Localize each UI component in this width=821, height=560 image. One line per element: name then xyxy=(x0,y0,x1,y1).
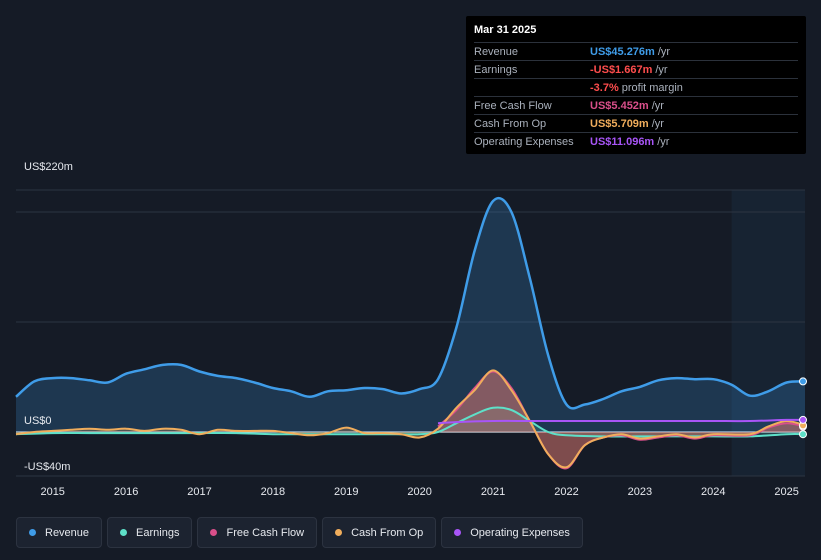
tooltip-row-unit: /yr xyxy=(651,99,664,112)
x-tick-label: 2025 xyxy=(774,486,798,498)
x-tick-label: 2015 xyxy=(40,486,64,498)
legend-item-free-cash-flow[interactable]: Free Cash Flow xyxy=(197,517,318,548)
tooltip-row-name: Earnings xyxy=(474,63,518,76)
x-tick-label: 2019 xyxy=(334,486,358,498)
tooltip-row: Cash From Op US$5.709m/yr xyxy=(474,114,798,132)
operating-expenses-line xyxy=(437,418,806,425)
tooltip-row: Revenue US$45.276m/yr xyxy=(474,42,798,60)
cash-from-op-line xyxy=(15,369,806,469)
revenue-line xyxy=(15,196,806,410)
tooltip-row-name: Cash From Op xyxy=(474,117,547,130)
legend-item-operating-expenses[interactable]: Operating Expenses xyxy=(441,517,583,548)
x-tick-label: 2018 xyxy=(261,486,285,498)
tooltip-row-value: US$11.096m xyxy=(590,135,655,148)
revenue-endpoint xyxy=(799,377,807,386)
series-areas xyxy=(16,198,805,469)
operating-expenses-endpoint xyxy=(799,415,807,424)
tooltip-row-value: -US$1.667m xyxy=(590,63,653,76)
x-tick-label: 2022 xyxy=(554,486,578,498)
legend-label: Revenue xyxy=(45,526,90,539)
legend-dot-icon xyxy=(120,529,128,536)
x-axis-ticks: 2015 2016 2017 2018 2019 2020 2021 2022 2023 2024… xyxy=(40,486,798,498)
tooltip-row: Earnings -US$1.667m/yr xyxy=(474,60,798,78)
tooltip-row-unit: /yr xyxy=(657,45,671,58)
tooltip-row-name: Revenue xyxy=(474,45,519,58)
series-lines xyxy=(15,196,806,470)
y-bottom-label: -US$40m xyxy=(24,461,70,473)
legend-dot-icon xyxy=(29,529,36,536)
legend-item-earnings[interactable]: Earnings xyxy=(107,517,193,548)
tooltip-row-unit: /yr xyxy=(657,135,670,148)
tooltip-row-value: US$45.276m xyxy=(590,45,655,58)
tooltip-row-value: US$5.709m xyxy=(590,117,649,130)
tooltip-row-unit: /yr xyxy=(651,117,664,130)
tooltip-row-value: -3.7% xyxy=(590,81,619,94)
tooltip-row-name: Operating Expenses xyxy=(474,135,574,148)
legend-label: Cash From Op xyxy=(351,526,424,539)
gridlines xyxy=(16,189,805,477)
legend-dot-icon xyxy=(454,529,462,536)
tooltip-row-unit: profit margin xyxy=(621,81,683,94)
x-tick-label: 2016 xyxy=(114,486,138,498)
legend-label: Earnings xyxy=(136,526,180,539)
tooltip-row: Free Cash Flow US$5.452m/yr xyxy=(474,96,798,114)
tooltip-row-value: US$5.452m xyxy=(590,99,649,112)
x-tick-label: 2023 xyxy=(628,486,652,498)
revenue-area xyxy=(16,198,805,432)
series-endpoints xyxy=(799,377,807,439)
earnings-endpoint xyxy=(799,430,807,439)
x-tick-label: 2017 xyxy=(187,486,211,498)
x-tick-label: 2021 xyxy=(481,486,505,498)
legend-item-revenue[interactable]: Revenue xyxy=(16,517,103,548)
tooltip-row-margin: -3.7% profit margin xyxy=(474,78,798,96)
tooltip-date: Mar 31 2025 xyxy=(474,24,537,36)
x-tick-label: 2020 xyxy=(407,486,431,498)
tooltip-row: Operating Expenses US$11.096m/yr xyxy=(474,132,798,150)
y-top-label: US$220m xyxy=(24,161,73,173)
legend: Revenue Earnings Free Cash Flow Cash From O… xyxy=(16,517,583,548)
legend-dot-icon xyxy=(335,529,343,536)
y-zero-label: US$0 xyxy=(24,415,52,427)
tooltip-panel: Mar 31 2025 Revenue US$45.276m/yr Earnings… xyxy=(466,16,806,154)
x-tick-label: 2024 xyxy=(701,486,725,498)
legend-item-cash-from-op[interactable]: Cash From Op xyxy=(322,517,437,548)
tooltip-row-name: Free Cash Flow xyxy=(474,99,552,112)
legend-label: Free Cash Flow xyxy=(226,526,305,539)
tooltip-row-unit: /yr xyxy=(655,63,668,76)
legend-label: Operating Expenses xyxy=(470,526,570,539)
legend-dot-icon xyxy=(210,529,218,536)
